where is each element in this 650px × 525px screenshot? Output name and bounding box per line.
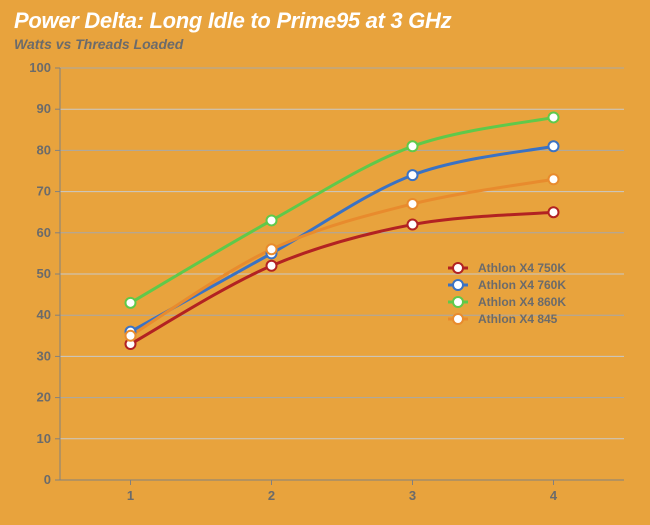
series-marker	[549, 141, 559, 151]
series-marker	[126, 298, 136, 308]
series-marker	[549, 112, 559, 122]
plot-area: 0 10 20 30 40 50 60 70 80 90 100 1 2 3 4 Athlon X4 750K…	[10, 58, 638, 516]
chart-header: Power Delta: Long Idle to Prime95 at 3 G…	[0, 0, 650, 52]
legend-label: Athlon X4 845	[478, 312, 558, 326]
tick-label-y: 10	[37, 431, 51, 446]
tick-label-y: 20	[37, 390, 51, 405]
series-marker	[267, 261, 277, 271]
series-marker	[549, 207, 559, 217]
series-marker	[408, 220, 418, 230]
legend-marker	[453, 263, 463, 273]
tick-label-x: 2	[268, 488, 275, 503]
legend-label: Athlon X4 760K	[478, 278, 566, 292]
legend-marker	[453, 297, 463, 307]
series-marker	[267, 244, 277, 254]
legend-label: Athlon X4 860K	[478, 295, 566, 309]
series-marker	[267, 215, 277, 225]
tick-label-y: 30	[37, 348, 51, 363]
series-marker	[549, 174, 559, 184]
tick-label-y: 0	[44, 472, 51, 487]
series-marker	[408, 170, 418, 180]
series-marker	[408, 141, 418, 151]
chart-title: Power Delta: Long Idle to Prime95 at 3 G…	[14, 8, 636, 34]
legend-label: Athlon X4 750K	[478, 261, 566, 275]
series-marker	[408, 199, 418, 209]
tick-label-y: 80	[37, 142, 51, 157]
series-marker	[126, 331, 136, 341]
tick-label-y: 100	[29, 60, 51, 75]
tick-label-x: 3	[409, 488, 416, 503]
legend-marker	[453, 314, 463, 324]
tick-label-x: 4	[550, 488, 558, 503]
tick-label-y: 90	[37, 101, 51, 116]
chart-container: Power Delta: Long Idle to Prime95 at 3 G…	[0, 0, 650, 525]
chart-subtitle: Watts vs Threads Loaded	[14, 36, 636, 52]
tick-label-x: 1	[127, 488, 134, 503]
legend-marker	[453, 280, 463, 290]
tick-label-y: 40	[37, 307, 51, 322]
tick-label-y: 70	[37, 184, 51, 199]
chart-svg: 0 10 20 30 40 50 60 70 80 90 100 1 2 3 4 Athlon X4 750K…	[10, 58, 638, 516]
tick-label-y: 60	[37, 225, 51, 240]
tick-label-y: 50	[37, 266, 51, 281]
